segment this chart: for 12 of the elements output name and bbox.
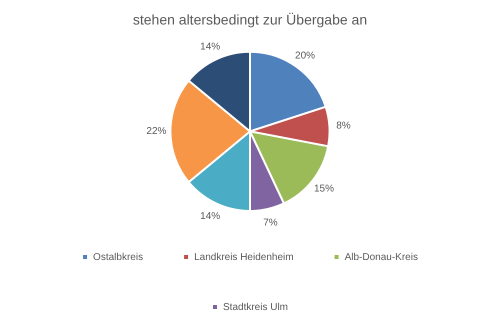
data-label: 14% xyxy=(200,210,220,222)
legend-label: Stadtkreis Ulm xyxy=(222,302,288,313)
data-label: 7% xyxy=(263,217,278,228)
chart-title: stehen altersbedingt zur Übergabe an xyxy=(132,11,368,28)
data-label: 14% xyxy=(200,41,220,52)
legend-label: Alb-Donau-Kreis xyxy=(344,252,418,263)
data-label: 20% xyxy=(295,50,316,62)
data-label: 15% xyxy=(314,184,334,195)
data-label: 8% xyxy=(336,120,351,132)
data-label: 22% xyxy=(146,126,167,138)
legend-label: Landkreis Heidenheim xyxy=(194,252,294,263)
legend-label: Ostalbkreis xyxy=(93,252,144,263)
